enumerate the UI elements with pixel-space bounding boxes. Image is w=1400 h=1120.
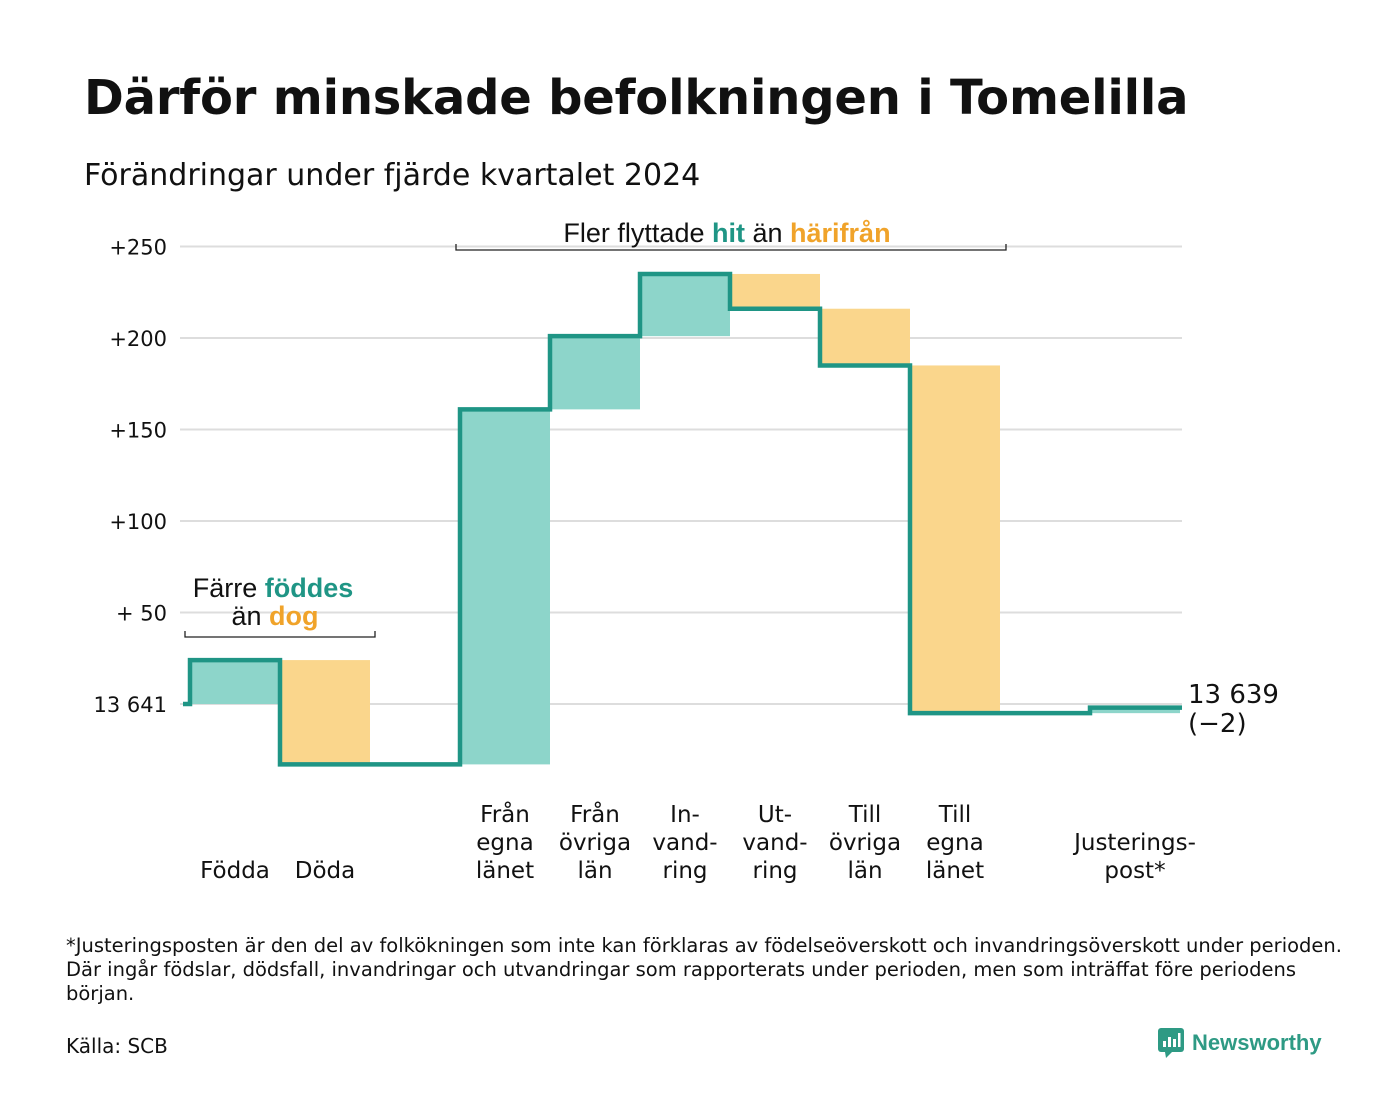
category-labels: Födda DödaFrånegnalänetFrånövrigalänIn-va… [200,800,1196,884]
annotation-word: än [745,218,790,248]
newsworthy-logo-icon [1158,1028,1184,1058]
y-axis-ticks: 13 641 + 50 +100 +150 +200 +250 [94,236,167,718]
category-label: Från [570,800,620,828]
annotation-highlight: dog [269,601,318,631]
category-label: Till [848,802,882,828]
category-label: övriga [559,830,631,856]
end-value-label: 13 639(−2) [1188,680,1279,739]
category-label: vand- [652,830,717,856]
category-label: In- [670,802,700,828]
waterfall-chart: 13 641 + 50 +100 +150 +200 +250 Födda Döda Från… [94,218,1279,884]
y-tick-label: +250 [109,236,167,260]
bars [190,273,1180,765]
category-label: övriga [829,830,901,856]
category-label: vand- [742,830,807,856]
bar-outflow [280,660,370,765]
bar-outflow [910,365,1000,714]
category-label: Justerings- [1072,830,1196,856]
y-tick-label: +150 [109,419,167,443]
annotation-text: Fler flyttade hit än härifrån [563,218,890,248]
bar-inflow [550,336,640,410]
bar-inflow [460,409,550,765]
annotation-word: Färre [193,573,265,603]
annotation-bracket [184,631,376,638]
chart-subtitle: Förändringar under fjärde kvartalet 2024 [84,158,701,193]
y-tick-label: +200 [109,327,167,351]
source-label: Källa: SCB [66,1034,168,1058]
category-label: ring [752,858,797,884]
y-tick-label: 13 641 [94,693,167,717]
brand-logo[interactable]: Newsworthy [1158,1028,1322,1058]
y-tick-label: + 50 [116,602,167,626]
brand-name: Newsworthy [1192,1030,1322,1055]
bar-outflow [730,273,820,309]
category-label: Från [480,800,530,828]
annotation-bracket [455,244,1007,251]
annotation-highlight: föddes [265,573,354,603]
annotation-highlight: härifrån [790,218,891,248]
category-label: Ut- [758,802,792,828]
footnote: *Justeringsposten är den del av folkökni… [66,934,1342,1005]
category-label: egna [926,830,983,856]
category-label: post* [1104,858,1165,884]
annotation-text: än dog [231,601,318,631]
annotation-word: än [231,601,269,631]
category-label: län [847,858,882,884]
category-label: ring [662,858,707,884]
bar-inflow [640,273,730,337]
category-label: län [577,858,612,884]
category-label: Döda [295,858,355,884]
step-line [183,271,1182,767]
category-label: länet [926,858,984,884]
chart-title: Därför minskade befolkningen i Tomelilla [84,70,1189,126]
category-label: Födda [200,858,270,884]
annotation-highlight: hit [712,218,745,248]
annotation-text: Färre föddes [193,573,354,603]
bar-outflow [820,308,910,366]
end-label-line: 13 639 [1188,680,1279,710]
end-label-line: (−2) [1188,709,1247,739]
category-label: egna [476,830,533,856]
category-label: länet [476,858,534,884]
y-tick-label: +100 [109,510,167,534]
running-total-line [183,271,1182,767]
bar-inflow [1090,707,1180,714]
category-label: Till [938,802,972,828]
annotation-word: Fler flyttade [563,218,712,248]
bar-inflow [190,660,280,704]
